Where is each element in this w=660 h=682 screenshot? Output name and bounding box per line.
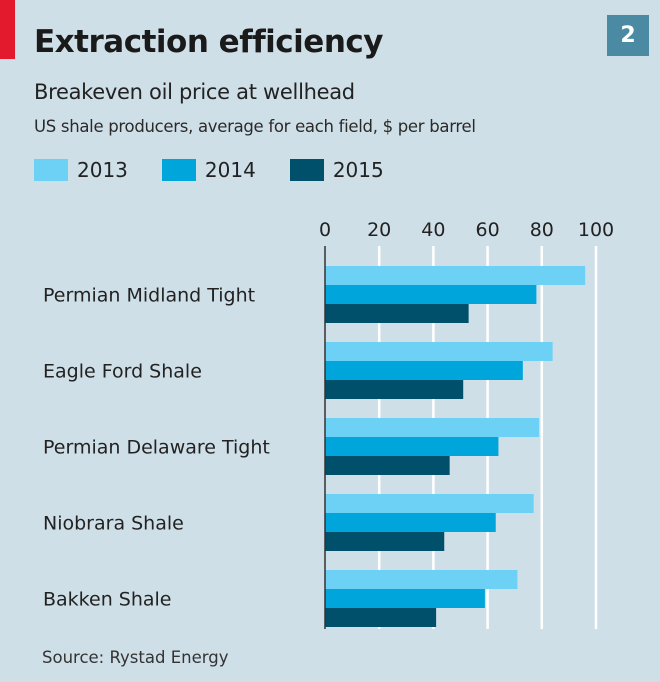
category-label: Permian Delaware Tight <box>43 437 270 459</box>
bar-eagle-ford-shale-2013 <box>325 342 553 361</box>
legend-swatch-2013 <box>34 159 68 181</box>
legend-label-2014: 2014 <box>204 158 256 182</box>
legend: 2013 2014 2015 <box>34 158 418 182</box>
category-label: Eagle Ford Shale <box>43 361 202 383</box>
bar-permian-midland-tight-2015 <box>325 304 469 323</box>
x-tick-label-0: 0 <box>319 219 331 241</box>
bar-niobrara-shale-2013 <box>325 494 534 513</box>
chart-title: Extraction efficiency <box>34 24 383 60</box>
bar-bakken-shale-2015 <box>325 608 437 627</box>
x-tick-label-100: 100 <box>578 219 614 241</box>
bar-permian-delaware-tight-2013 <box>325 418 540 437</box>
chart-subtitle: Breakeven oil price at wellhead <box>34 80 355 104</box>
bar-bakken-shale-2014 <box>325 589 485 608</box>
legend-item-2014: 2014 <box>161 158 256 182</box>
legend-label-2013: 2013 <box>77 158 128 182</box>
source-note: Source: Rystad Energy <box>42 648 229 667</box>
bar-permian-midland-tight-2013 <box>325 266 586 285</box>
x-tick-label-40: 40 <box>421 219 445 241</box>
legend-item-2015: 2015 <box>289 158 384 182</box>
legend-label-2015: 2015 <box>332 158 384 182</box>
bar-niobrara-shale-2014 <box>325 513 496 532</box>
x-tick-label-20: 20 <box>367 219 391 241</box>
bar-permian-delaware-tight-2014 <box>325 437 499 456</box>
bar-eagle-ford-shale-2014 <box>325 361 523 380</box>
chart-number-badge: 2 <box>607 15 649 56</box>
bar-permian-midland-tight-2014 <box>325 285 537 304</box>
legend-item-2013: 2013 <box>34 158 128 182</box>
x-tick-label-60: 60 <box>476 219 500 241</box>
legend-swatch-2015 <box>289 159 324 181</box>
bar-bakken-shale-2013 <box>325 570 518 589</box>
category-label: Permian Midland Tight <box>43 285 255 307</box>
bar-eagle-ford-shale-2015 <box>325 380 464 399</box>
x-tick-label-80: 80 <box>530 219 554 241</box>
legend-swatch-2014 <box>161 159 196 181</box>
category-label: Bakken Shale <box>43 589 172 611</box>
bar-permian-delaware-tight-2015 <box>325 456 450 475</box>
bar-niobrara-shale-2015 <box>325 532 445 551</box>
chart-description: US shale producers, average for each fie… <box>34 117 476 136</box>
category-label: Niobrara Shale <box>43 513 184 535</box>
accent-tag <box>0 0 15 59</box>
